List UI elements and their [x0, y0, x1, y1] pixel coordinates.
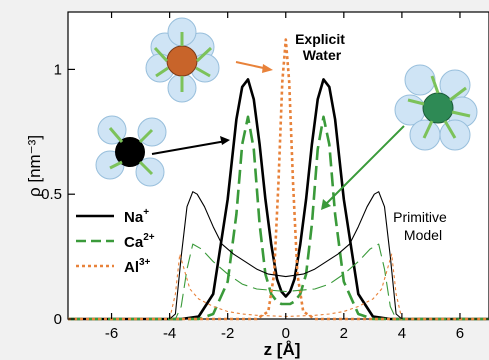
x-tick-label: -4 [163, 325, 176, 342]
series-line-ca2-primitive [68, 243, 489, 320]
al-ion-cluster-illustration [145, 17, 220, 103]
y-tick-label: 0.5 [41, 186, 62, 203]
explicit-water-label-line2: Water [303, 47, 342, 63]
x-tick-label: 4 [398, 325, 406, 342]
series-line-na-explicit [68, 78, 489, 321]
legend-label: Ca2+ [124, 232, 155, 251]
series-line-ca2-explicit [68, 115, 489, 321]
legend-label: Na+ [124, 207, 149, 226]
primitive-model-label-line2: Model [404, 227, 442, 243]
x-tick-label: 2 [340, 325, 348, 342]
y-axis-label: ρ [nm⁻³] [25, 135, 44, 197]
series-line-al3-explicit [68, 38, 489, 321]
legend: Na+ Ca2+ Al3+ [76, 207, 155, 276]
annotation-arrows [151, 61, 405, 210]
x-tick-label: 6 [456, 325, 464, 342]
explicit-water-label: Explicit [295, 31, 345, 47]
series-line-na-primitive [68, 191, 489, 320]
primitive-model-label: Primitive [393, 209, 447, 225]
axes: -6 -4 -2 0 2 4 6 0 0.5 1 [41, 12, 464, 342]
x-tick-label: -2 [221, 325, 234, 342]
x-axis-label: z [Å] [264, 340, 301, 359]
legend-label: Al3+ [124, 257, 151, 276]
y-tick-label: 0 [54, 311, 62, 328]
na-ion-cluster-illustration [95, 115, 167, 187]
y-tick-label: 1 [54, 61, 62, 78]
x-tick-label: 0 [282, 325, 290, 342]
ca-ion-cluster-illustration [394, 64, 478, 151]
x-tick-label: -6 [105, 325, 118, 342]
